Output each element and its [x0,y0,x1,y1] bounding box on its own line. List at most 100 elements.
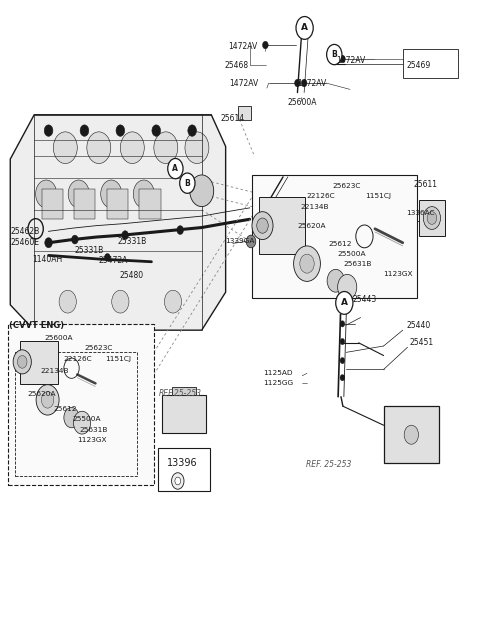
Text: 22126C: 22126C [306,193,335,199]
Circle shape [294,246,321,281]
Circle shape [337,274,357,300]
Bar [42,189,63,219]
Bar [140,189,160,219]
Circle shape [177,225,183,234]
Circle shape [340,338,345,345]
Polygon shape [10,115,226,330]
Circle shape [295,79,300,87]
Text: (CVVT ENG): (CVVT ENG) [9,321,64,330]
Text: 25443: 25443 [352,295,377,304]
Bar [157,448,210,491]
Circle shape [339,55,345,63]
Text: 25331B: 25331B [75,246,104,255]
Text: 25469: 25469 [407,61,431,70]
Text: 1472AV: 1472AV [229,79,258,88]
Circle shape [152,125,160,137]
Bar [259,197,305,254]
Bar [8,324,154,485]
Text: REF. 25-253: REF. 25-253 [306,460,351,469]
Text: 1336AC: 1336AC [407,210,435,216]
Circle shape [246,235,256,248]
Circle shape [340,358,345,364]
Circle shape [64,408,79,428]
Text: 25614: 25614 [221,114,245,123]
Circle shape [188,125,196,137]
Circle shape [296,17,313,39]
Circle shape [301,79,307,87]
Text: 1123GX: 1123GX [77,438,107,443]
Bar [107,189,128,219]
Circle shape [73,411,91,434]
Circle shape [36,180,57,208]
Text: 25600A: 25600A [288,98,317,107]
Circle shape [168,159,183,178]
Text: A: A [341,298,348,307]
Text: 25440: 25440 [407,321,431,330]
Text: 25612: 25612 [328,241,352,247]
Text: 1472AV: 1472AV [228,42,257,51]
Text: 22134B: 22134B [40,368,69,375]
Text: 25623C: 25623C [332,183,361,189]
Bar [15,352,137,476]
Circle shape [263,41,268,49]
Circle shape [257,218,268,233]
Bar [74,189,96,219]
Circle shape [171,472,184,489]
Bar [384,406,439,463]
Text: 25631B: 25631B [80,427,108,432]
Text: 25500A: 25500A [337,251,366,257]
Circle shape [180,173,195,193]
Circle shape [252,211,273,239]
Circle shape [185,132,209,164]
Bar [20,341,58,384]
Bar [419,199,445,236]
Circle shape [404,425,419,444]
Text: 25620A: 25620A [27,391,56,396]
Text: 25451: 25451 [410,338,434,347]
Circle shape [423,206,441,229]
Circle shape [44,125,53,137]
Bar [172,387,196,395]
Circle shape [300,254,314,273]
Circle shape [112,290,129,313]
Circle shape [133,180,155,208]
Text: 25631B: 25631B [344,261,372,267]
Text: 25500A: 25500A [72,416,101,422]
Text: 1125AD: 1125AD [263,370,292,377]
Text: 13396: 13396 [167,458,198,468]
Text: 22126C: 22126C [64,356,93,363]
Circle shape [13,350,31,374]
Bar [403,50,458,78]
Circle shape [41,392,54,408]
Text: 25480: 25480 [120,271,144,280]
Text: B: B [184,178,190,188]
Circle shape [68,180,89,208]
Text: REF.25-253: REF.25-253 [158,389,202,398]
Bar [252,175,417,298]
Text: 1123GX: 1123GX [384,271,413,277]
Text: 1151CJ: 1151CJ [105,356,131,363]
Text: 25623C: 25623C [84,345,113,351]
Text: 1339GA: 1339GA [226,239,255,244]
Circle shape [36,385,59,415]
Circle shape [340,321,345,327]
Bar [238,106,251,120]
Text: A: A [172,164,179,173]
Text: B: B [331,50,337,59]
Text: 1472AV: 1472AV [298,79,327,88]
Text: 22134B: 22134B [301,204,329,210]
Bar [162,395,205,433]
Text: 1151CJ: 1151CJ [365,193,391,199]
Circle shape [80,125,89,137]
Circle shape [53,132,77,164]
Circle shape [175,477,180,485]
Text: 25472A: 25472A [99,256,128,265]
Text: 25468: 25468 [224,61,248,70]
Text: 25331B: 25331B [118,237,147,246]
Circle shape [120,132,144,164]
Circle shape [340,375,345,381]
Text: 1472AV: 1472AV [336,56,365,65]
Circle shape [116,125,125,137]
Circle shape [122,231,129,239]
Circle shape [327,269,344,292]
